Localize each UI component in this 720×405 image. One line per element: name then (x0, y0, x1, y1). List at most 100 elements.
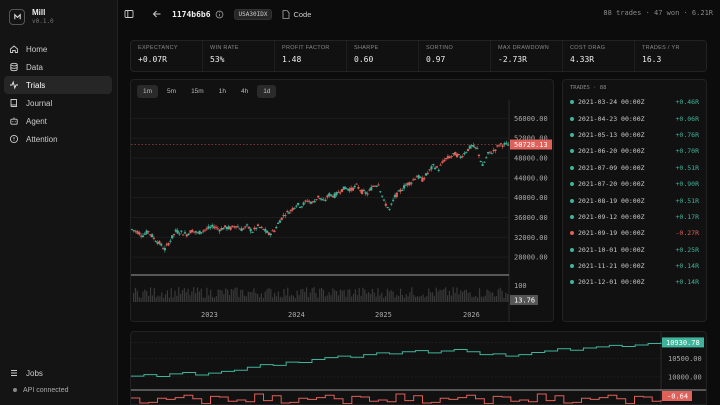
candle-body (167, 243, 170, 246)
candle-body (251, 232, 254, 234)
candle-body (505, 142, 508, 144)
volume-bar (281, 297, 283, 302)
candle-body (470, 145, 473, 147)
sidebar-item-home[interactable]: Home (4, 40, 112, 58)
brand[interactable]: Mill v0.1.0 (9, 8, 54, 25)
volume-bar (228, 295, 231, 302)
trade-row[interactable]: 2021-12-01 00:00Z +0.14R (563, 274, 706, 290)
candle-body (401, 190, 404, 192)
volume-bar (326, 295, 328, 302)
trade-row[interactable]: 2021-09-12 00:00Z +0.17R (563, 209, 706, 225)
candle-body (483, 161, 486, 163)
trade-row[interactable]: 2021-11-21 00:00Z +0.14R (563, 258, 706, 274)
sidebar-item-label: Data (26, 62, 43, 72)
price-chart[interactable]: 56000.00 52000.00 48000.00 44000.00 40000.00… (131, 80, 554, 322)
trade-row[interactable]: 2021-10-01 00:00Z +0.25R (563, 242, 706, 258)
timeframe-5m[interactable]: 5m (167, 88, 177, 95)
app-name: Mill (32, 8, 46, 17)
candle-body (333, 193, 336, 198)
info-icon[interactable] (215, 10, 224, 19)
candle-body (457, 154, 460, 156)
sidebar-item-trials[interactable]: Trials (4, 76, 112, 94)
code-button[interactable]: Code (282, 10, 311, 19)
pnl-badge (662, 391, 692, 401)
volume-bar (245, 296, 247, 302)
trade-row[interactable]: 2021-05-13 00:00Z +0.76R (563, 127, 706, 143)
candle-body (258, 227, 261, 229)
candle-body (240, 228, 243, 232)
equity-line (131, 342, 662, 378)
volume-bar (191, 291, 193, 302)
trade-status-dot-icon (570, 198, 574, 203)
back-arrow-icon[interactable] (152, 9, 162, 19)
equity-last-label: 10930.78 (666, 339, 700, 347)
sidebar-item-data[interactable]: Data (4, 58, 112, 76)
candle-body (192, 231, 196, 233)
trade-row[interactable]: 2021-06-20 00:00Z +0.70R (563, 143, 706, 159)
candle-body (463, 152, 466, 155)
candle-body (214, 226, 218, 228)
timeframe-1m[interactable]: 1m (137, 85, 159, 98)
candle-body (441, 161, 444, 163)
volume-bar (185, 292, 187, 302)
candle-body (466, 148, 470, 152)
volume-bar (258, 297, 261, 302)
candle-body (375, 185, 378, 187)
volume-bar (159, 296, 161, 302)
timeframe-1h[interactable]: 1h (218, 88, 226, 95)
candle-body (136, 231, 139, 234)
volume-bar (347, 289, 349, 302)
trade-row[interactable]: 2021-03-24 00:00Z +0.46R (563, 94, 706, 110)
x-tick-label: 2024 (288, 311, 305, 319)
volume-bar (249, 292, 251, 302)
sidebar-item-jobs[interactable]: Jobs (4, 364, 112, 382)
candle-body (297, 202, 300, 205)
sidebar-item-journal[interactable]: Journal (4, 94, 112, 112)
sidebar-item-label: Jobs (26, 368, 43, 378)
volume-bar (373, 292, 375, 302)
candle-body (311, 201, 314, 203)
candle-body (183, 232, 187, 234)
candle-body (428, 169, 431, 171)
volume-bar (407, 296, 409, 302)
volume-bar (206, 287, 208, 302)
volume-bar (311, 288, 313, 302)
sidebar-item-attention[interactable]: Attention (4, 130, 112, 148)
volume-bar (142, 291, 144, 302)
candle-body (337, 191, 340, 193)
sidebar-toggle-icon[interactable] (124, 9, 134, 19)
volume-bar (166, 290, 169, 302)
trade-row[interactable]: 2021-07-09 00:00Z +0.51R (563, 160, 706, 176)
metrics-bar: EXPECTANCY +0.07R WIN RATE 53% PROFIT FACT… (130, 40, 707, 72)
timeframe-1d[interactable]: 1d (257, 85, 277, 98)
trade-row[interactable]: 2021-04-23 00:00Z +0.06R (563, 110, 706, 126)
candle-body (234, 226, 238, 228)
trade-row[interactable]: 2021-08-19 00:00Z +0.51R (563, 192, 706, 208)
candle-body (472, 144, 475, 148)
candle-body (211, 224, 214, 227)
volume-bar (403, 297, 405, 302)
volume-bar (437, 291, 439, 302)
timeframe-4h[interactable]: 4h (240, 88, 249, 95)
candle-body (379, 191, 382, 193)
candle-body (304, 200, 307, 202)
candle-body (189, 230, 192, 234)
candle-body (406, 182, 409, 186)
candle-body (448, 156, 451, 159)
volume-bar (204, 297, 206, 302)
sidebar-item-agent[interactable]: Agent (4, 112, 112, 130)
volume-bar (315, 292, 317, 302)
trade-row[interactable]: 2021-09-19 00:00Z -0.27R (563, 225, 706, 241)
app-version: v0.1.0 (32, 18, 54, 25)
status-dot-icon (13, 388, 17, 392)
y-tick-label: 40000.00 (514, 194, 548, 202)
volume-bar (243, 295, 246, 302)
candle-body (289, 209, 292, 212)
candle-body (364, 192, 367, 194)
candle-body (439, 164, 442, 166)
trade-row[interactable]: 2021-07-20 00:00Z +0.90R (563, 176, 706, 192)
candle-body (393, 195, 397, 198)
timeframe-15m[interactable]: 15m (191, 88, 204, 95)
candle-body (306, 200, 309, 202)
